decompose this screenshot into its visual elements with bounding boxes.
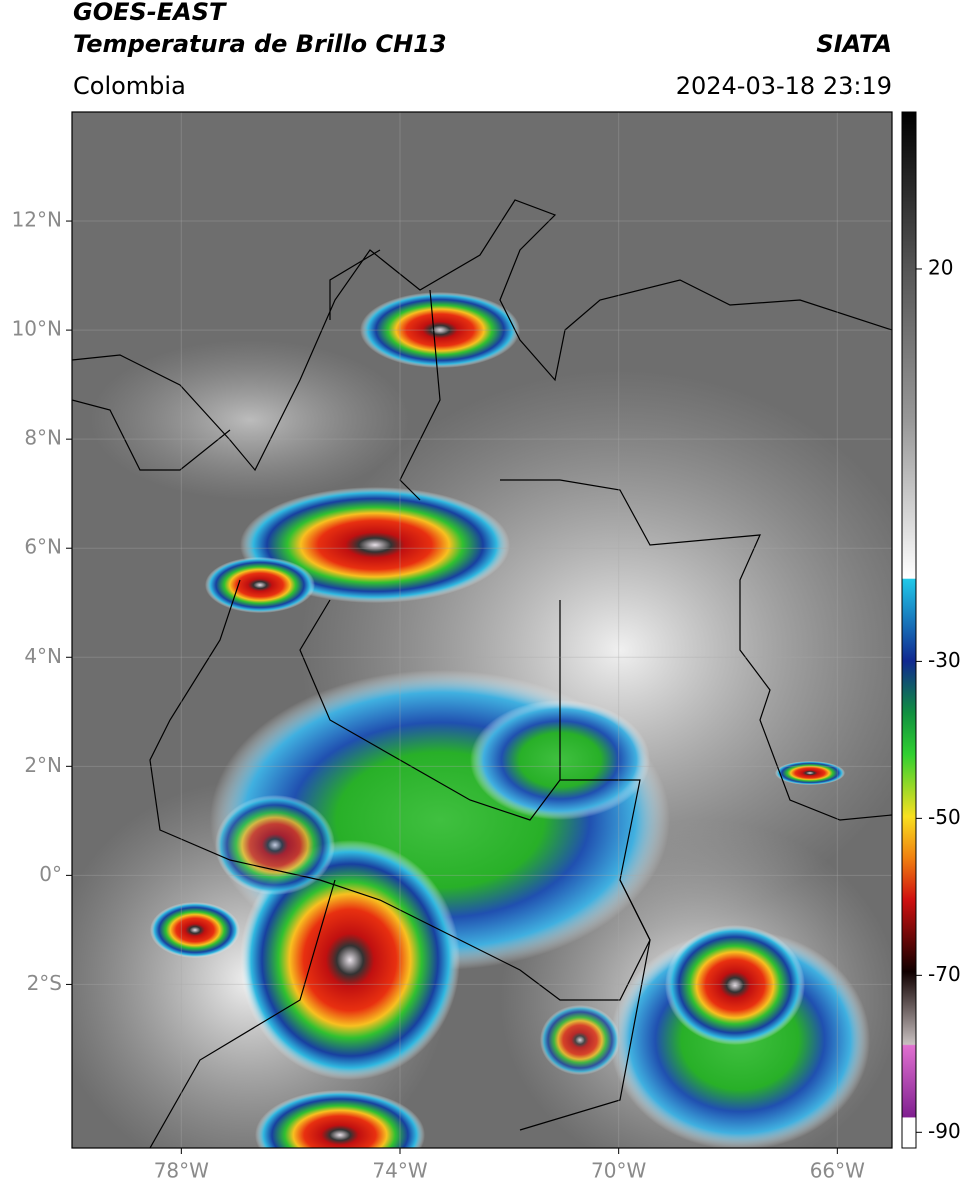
x-tick-label: 66°W <box>810 1159 865 1183</box>
subtitle: Temperatura de Brillo CH13 <box>73 30 447 58</box>
y-tick-label: 10°N <box>12 317 62 341</box>
source: SIATA <box>816 30 892 58</box>
y-tick-label: 2°N <box>24 753 62 777</box>
x-tick-label: 78°W <box>154 1159 209 1183</box>
y-tick-label: 8°N <box>24 426 62 450</box>
satellite-image <box>72 112 892 1148</box>
x-tick-label: 74°W <box>372 1159 427 1183</box>
title: GOES-EAST <box>73 0 227 26</box>
colorbar-tick-label: -50 <box>928 805 961 829</box>
y-tick-label: 4°N <box>24 644 62 668</box>
colorbar-tick-label: -30 <box>928 648 961 672</box>
y-tick-label: 6°N <box>24 535 62 559</box>
colorbar <box>901 111 917 1149</box>
colorbar-tick-label: -70 <box>928 962 961 986</box>
x-tick-label: 70°W <box>591 1159 646 1183</box>
y-tick-label: 0° <box>39 862 62 886</box>
colorbar-tick-label: -90 <box>928 1119 961 1143</box>
map-frame <box>71 111 893 1149</box>
region: Colombia <box>73 72 186 100</box>
y-tick-label: 12°N <box>12 208 62 232</box>
y-tick-label: 2°S <box>27 971 62 995</box>
datetime: 2024-03-18 23:19 <box>676 72 892 100</box>
colorbar-tick-label: 20 <box>928 255 953 279</box>
graticule <box>72 112 892 1148</box>
